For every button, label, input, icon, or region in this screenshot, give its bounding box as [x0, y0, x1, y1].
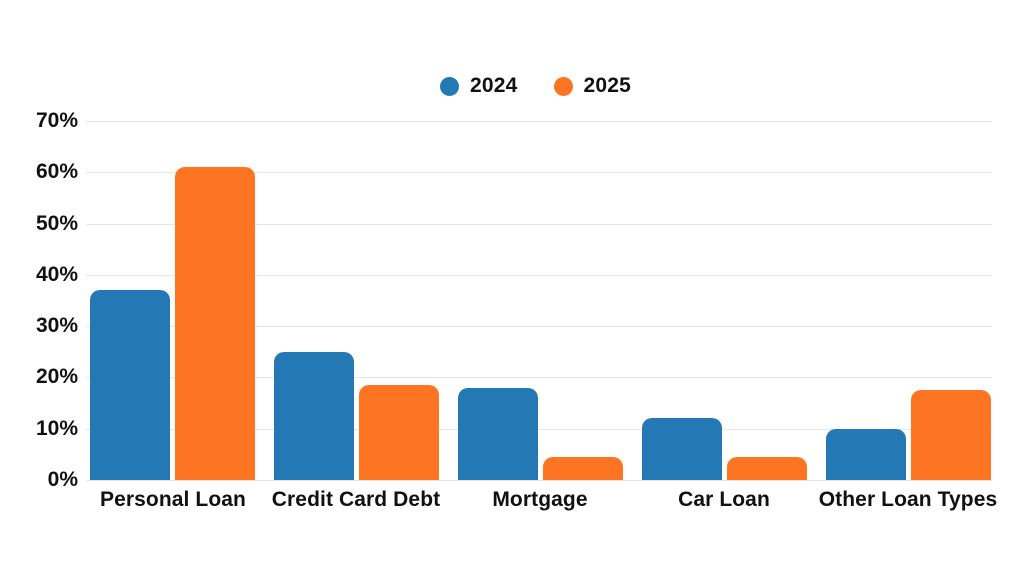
gridline-70: [86, 121, 992, 122]
x-axis-category-label: Mortgage: [492, 488, 588, 511]
legend-dot-icon-2025: [553, 76, 573, 96]
bar-credit-card-debt-2025: [359, 385, 439, 480]
legend-item-2025: 2025: [553, 73, 632, 99]
gridline-10: [86, 429, 992, 430]
gridline-0: [86, 480, 992, 481]
bar-car-loan-2025: [727, 457, 807, 480]
gridline-50: [86, 224, 992, 225]
legend-item-2024: 2024: [440, 73, 518, 99]
bar-mortgage-2024: [458, 388, 538, 480]
x-axis-category-label: Credit Card Debt: [271, 488, 441, 511]
bar-credit-card-debt-2024: [274, 352, 354, 480]
bar-car-loan-2024: [642, 418, 722, 480]
gridline-40: [86, 275, 992, 276]
bar-mortgage-2025: [543, 457, 623, 480]
y-axis-tick-label: 40%: [35, 263, 78, 286]
x-axis-category-label: Car Loan: [678, 488, 770, 511]
y-axis-tick-label: 60%: [35, 160, 78, 183]
bar-personal-loan-2024: [90, 290, 170, 480]
y-axis-tick-label: 50%: [35, 212, 78, 235]
y-axis-tick-label: 0%: [47, 468, 78, 491]
legend-dot-icon-2024: [440, 76, 459, 96]
y-axis-tick-label: 70%: [35, 109, 78, 132]
x-axis-category-label: Personal Loan: [99, 488, 246, 511]
bar-personal-loan-2025: [175, 167, 255, 480]
gridline-20: [86, 377, 992, 378]
x-axis-category-label: Other Loan Types: [818, 488, 998, 511]
gridline-60: [86, 172, 992, 173]
y-axis-tick-label: 10%: [35, 417, 78, 440]
y-axis-tick-label: 30%: [35, 314, 78, 337]
bar-other-loan-types-2024: [826, 429, 906, 480]
chart-legend: 2024 2025: [440, 73, 631, 99]
legend-label: 2024: [470, 74, 518, 97]
y-axis-tick-label: 20%: [35, 365, 78, 388]
gridline-30: [86, 326, 992, 327]
legend-label: 2025: [583, 74, 632, 97]
bar-other-loan-types-2025: [911, 390, 991, 480]
